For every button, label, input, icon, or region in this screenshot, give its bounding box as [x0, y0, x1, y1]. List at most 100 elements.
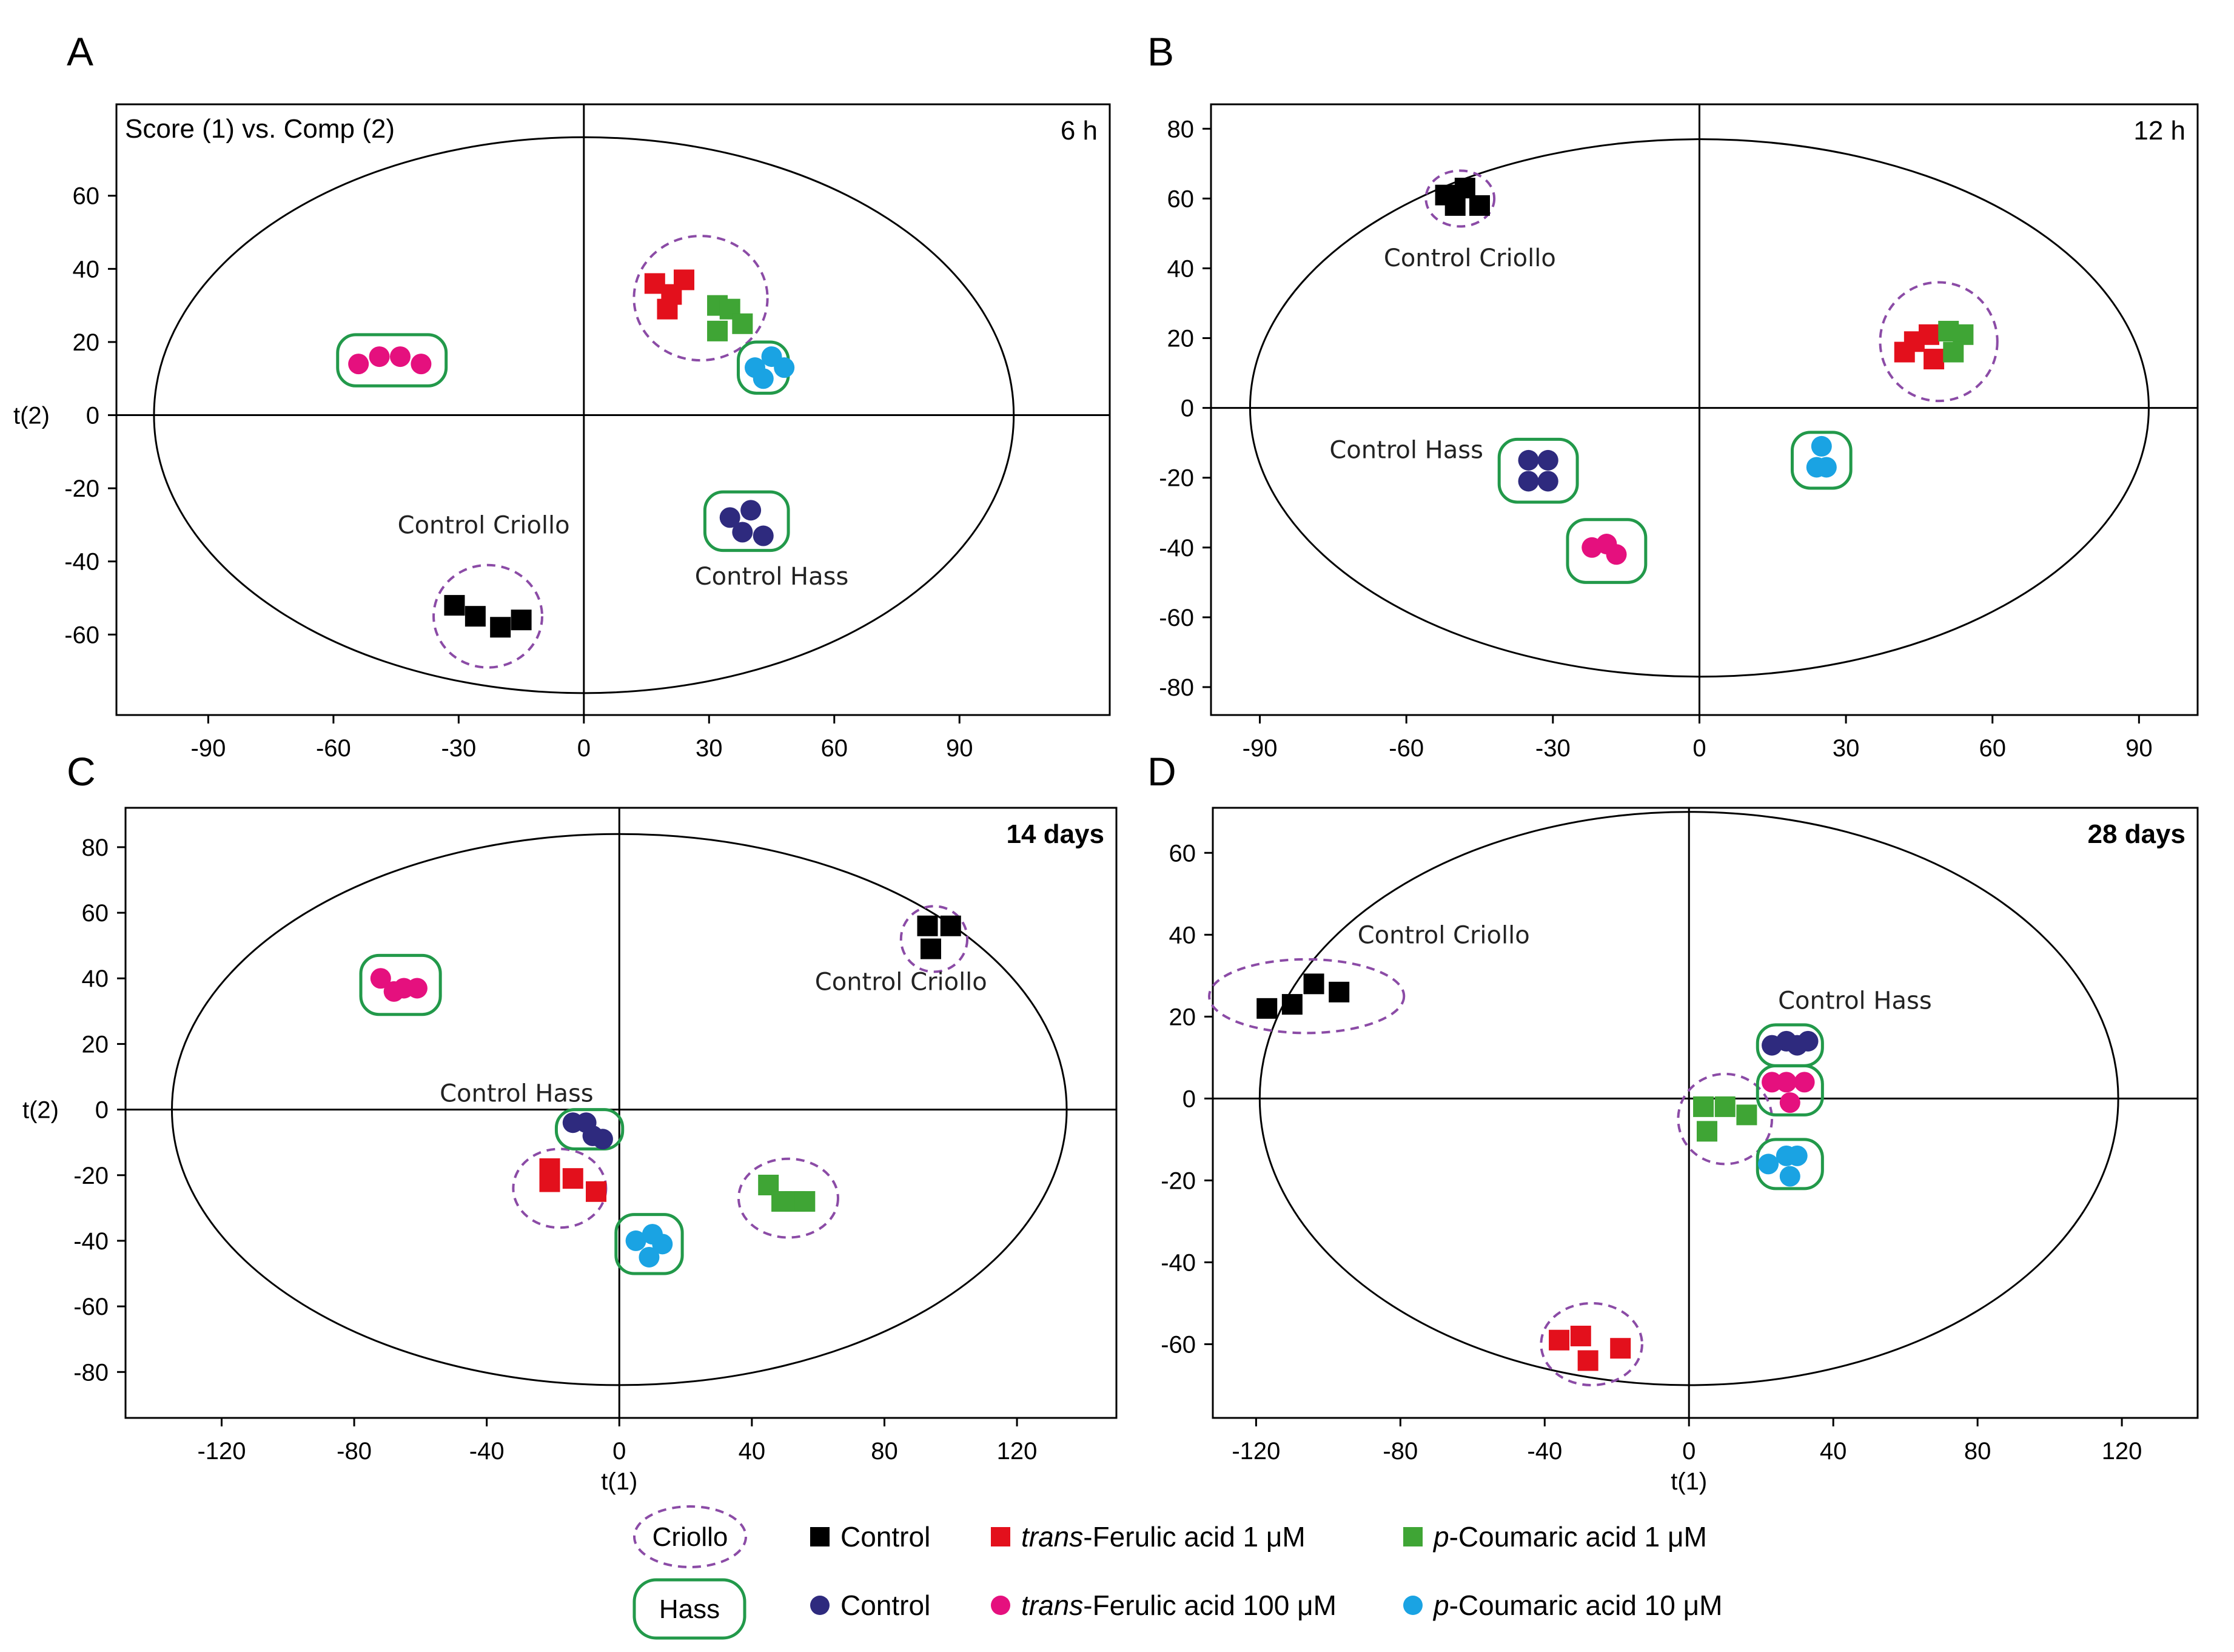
legend-item-label: p-Coumaric acid 1 μM — [1432, 1521, 1707, 1553]
circle-point — [753, 368, 774, 389]
x-tick-label: -120 — [197, 1438, 246, 1465]
y-tick-label: -80 — [73, 1359, 109, 1386]
square-point — [1454, 178, 1475, 199]
x-tick-label: -120 — [1232, 1438, 1280, 1465]
circle-point — [639, 1246, 660, 1268]
y-tick-label: 40 — [1167, 255, 1195, 282]
hass-group-ring — [336, 333, 448, 388]
legend-hass-ring — [632, 1578, 746, 1640]
x-tick-label: 60 — [1979, 735, 2006, 762]
time-label: 6 h — [1061, 116, 1098, 146]
y-tick-label: 0 — [1181, 395, 1194, 422]
criollo-group-ring — [1424, 169, 1496, 228]
circle-point — [370, 968, 391, 989]
legend-item-prefix: p — [1432, 1590, 1449, 1621]
x-tick-label: 90 — [946, 735, 973, 762]
legend-criollo-label: Criollo — [652, 1522, 728, 1552]
square-point — [1919, 324, 1940, 345]
confidence-ellipse — [1258, 811, 2119, 1386]
circle-point — [1537, 449, 1558, 471]
square-point — [1281, 994, 1303, 1015]
y-tick-label: -20 — [1159, 465, 1194, 492]
legend-item-label: Control — [840, 1521, 930, 1553]
panel-letter: D — [1147, 749, 1176, 794]
legend-item-prefix: trans — [1021, 1590, 1083, 1621]
legend-item-text: -Ferulic acid 1 μM — [1083, 1521, 1305, 1553]
plot-frame — [1210, 103, 2199, 716]
y-tick-label: -60 — [1159, 605, 1194, 631]
square-point — [1549, 1329, 1570, 1351]
legend-item-label: trans-Ferulic acid 100 μM — [1021, 1590, 1337, 1621]
plot-frame — [124, 807, 1118, 1419]
x-tick-label: -60 — [316, 735, 351, 762]
y-tick-label: -60 — [73, 1294, 109, 1320]
circle-point — [1779, 1092, 1800, 1113]
x-tick-label: 0 — [612, 1438, 626, 1465]
legend-square-marker — [1403, 1527, 1423, 1546]
square-point — [1329, 981, 1350, 1002]
legend-hass-label: Hass — [659, 1594, 720, 1624]
hass-group-ring — [703, 490, 790, 552]
hass-group-ring — [359, 953, 442, 1016]
group-annotation: Control Hass — [440, 1080, 594, 1108]
circle-point — [1786, 1145, 1808, 1166]
plot-frame — [115, 103, 1111, 716]
legend-square-marker — [991, 1527, 1010, 1546]
circle-point — [592, 1129, 613, 1150]
x-tick-label: 40 — [1820, 1438, 1847, 1465]
y-tick-label: -60 — [64, 622, 99, 648]
hass-group-ring — [1566, 518, 1648, 584]
x-tick-label: -40 — [469, 1438, 505, 1465]
square-point — [917, 915, 938, 936]
circle-point — [740, 500, 762, 521]
square-point — [920, 938, 941, 959]
square-point — [1693, 1096, 1714, 1117]
circle-point — [369, 346, 390, 368]
square-point — [1953, 324, 1974, 345]
square-point — [732, 313, 753, 334]
time-label: 14 days — [1007, 819, 1104, 849]
legend-item-text: -Coumaric acid 10 μM — [1449, 1590, 1723, 1621]
circle-point — [1762, 1072, 1783, 1093]
legend-item-prefix: trans — [1021, 1521, 1083, 1553]
square-point — [1714, 1096, 1736, 1117]
square-point — [1570, 1325, 1591, 1346]
legend-circle-marker — [1403, 1596, 1423, 1615]
x-tick-label: 0 — [1692, 735, 1706, 762]
x-tick-label: -90 — [1243, 735, 1278, 762]
y-tick-label: 40 — [82, 965, 109, 992]
circle-point — [390, 346, 411, 368]
legend-square-marker — [810, 1527, 830, 1546]
square-point — [1610, 1338, 1631, 1359]
circle-point — [719, 507, 740, 528]
x-tick-label: 80 — [1964, 1438, 1991, 1465]
square-point — [1924, 349, 1945, 370]
legend-circle-marker — [810, 1596, 830, 1615]
plot-frame — [1212, 807, 2199, 1419]
criollo-group-ring — [1540, 1301, 1643, 1386]
time-label: 28 days — [2088, 819, 2185, 849]
y-tick-label: 60 — [1169, 840, 1196, 867]
circle-point — [1797, 1030, 1819, 1052]
y-tick-label: 80 — [1167, 116, 1195, 143]
square-point — [1736, 1104, 1757, 1126]
criollo-group-ring — [432, 563, 544, 669]
confidence-ellipse — [1249, 138, 2150, 678]
y-tick-label: -20 — [73, 1163, 109, 1189]
circle-point — [1811, 435, 1832, 457]
square-point — [707, 320, 728, 341]
y-tick-label: 40 — [73, 256, 100, 283]
circle-point — [1606, 544, 1627, 565]
y-tick-label: 0 — [86, 403, 99, 429]
circle-point — [1776, 1072, 1797, 1093]
square-point — [1577, 1350, 1598, 1371]
legend-item-label: p-Coumaric acid 10 μM — [1432, 1590, 1722, 1621]
square-point — [465, 606, 486, 627]
square-point — [1303, 973, 1324, 995]
y-tick-label: -40 — [1161, 1249, 1196, 1276]
legend-item-label: trans-Ferulic acid 1 μM — [1021, 1521, 1306, 1553]
x-tick-label: 40 — [739, 1438, 766, 1465]
circle-point — [753, 525, 774, 546]
confidence-ellipse — [171, 833, 1068, 1386]
hass-group-ring — [1790, 431, 1853, 490]
